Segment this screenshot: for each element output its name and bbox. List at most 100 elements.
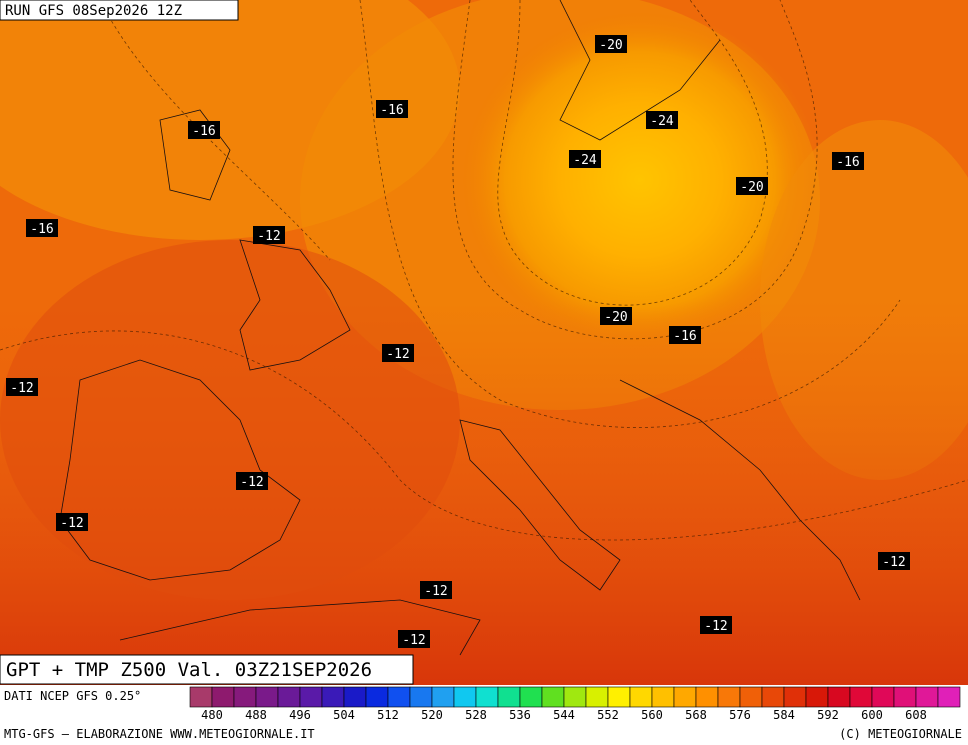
contour-label: -12 <box>257 229 280 244</box>
colorbar-label: 504 <box>333 708 355 722</box>
contour-label-box <box>382 344 414 362</box>
colorbar-label: 568 <box>685 708 707 722</box>
contour-label: -16 <box>836 155 859 170</box>
colorbar-swatch <box>343 686 367 708</box>
contour-label-box <box>56 513 88 531</box>
colorbar-label: 496 <box>289 708 311 722</box>
contour-label: -12 <box>60 516 83 531</box>
contour-label: -12 <box>10 381 33 396</box>
data-source: DATI NCEP GFS 0.25° <box>4 689 141 703</box>
contour-label-box <box>376 100 408 118</box>
contour-label: -12 <box>424 584 447 599</box>
colorbar-label: 584 <box>773 708 795 722</box>
contour-label-box <box>878 552 910 570</box>
header-box <box>0 0 239 21</box>
colorbar-swatch <box>585 686 609 708</box>
colorbar-swatch <box>189 686 213 708</box>
contour-label-box <box>26 219 58 237</box>
contour-label-box <box>832 152 864 170</box>
colorbar-label: 600 <box>861 708 883 722</box>
contour-label: -24 <box>650 114 674 129</box>
contour-label-box <box>6 378 38 396</box>
colorbar-swatch <box>299 686 323 708</box>
colorbar-label: 520 <box>421 708 443 722</box>
colorbar-swatch <box>651 686 675 708</box>
colorbar-label: 592 <box>817 708 839 722</box>
colorbar-swatch <box>937 686 961 708</box>
colorbar-swatch <box>695 686 719 708</box>
colorbar-swatch <box>849 686 873 708</box>
colorbar-label: 536 <box>509 708 531 722</box>
colorbar-swatch <box>607 686 631 708</box>
contour-label: -12 <box>882 555 905 570</box>
colorbar-label: 544 <box>553 708 575 722</box>
contour-label-box <box>253 226 285 244</box>
contour-label-box <box>736 177 768 195</box>
colorbar-swatch <box>739 686 763 708</box>
colorbar-swatch <box>893 686 917 708</box>
colorbar-swatch <box>805 686 829 708</box>
contour-label: -12 <box>240 475 263 490</box>
colorbar-swatch <box>453 686 477 708</box>
colorbar-swatch <box>519 686 543 708</box>
copyright: (C) METEOGIORNALE <box>839 727 962 741</box>
contour-label: -20 <box>740 180 763 195</box>
colorbar-swatch <box>475 686 499 708</box>
colorbar-swatch <box>629 686 653 708</box>
contour-label-box <box>569 150 601 168</box>
colorbar-label: 528 <box>465 708 487 722</box>
colorbar-label: 608 <box>905 708 927 722</box>
colorbar-label: 512 <box>377 708 399 722</box>
colorbar-swatch <box>783 686 807 708</box>
run-info: RUN GFS 08Sep2026 12Z <box>5 3 182 19</box>
contour-label: -20 <box>604 310 627 325</box>
colorbar-swatch <box>915 686 939 708</box>
colorbar-swatch <box>563 686 587 708</box>
contour-label: -12 <box>704 619 727 634</box>
contour-label: -16 <box>673 329 696 344</box>
colorbar-label: 552 <box>597 708 619 722</box>
contour-label-box <box>595 35 627 53</box>
credit: MTG-GFS — ELABORAZIONE WWW.METEOGIORNALE… <box>4 727 315 741</box>
colorbar-swatch <box>431 686 455 708</box>
colorbar-swatch <box>761 686 785 708</box>
colorbar-swatch <box>387 686 411 708</box>
contour-label-box <box>600 307 632 325</box>
colorbar-swatch <box>365 686 389 708</box>
colorbar-swatch <box>717 686 741 708</box>
contour-label-box <box>398 630 430 648</box>
contour-label: -12 <box>402 633 425 648</box>
contour-label-box <box>236 472 268 490</box>
colorbar-swatch <box>321 686 345 708</box>
colorbar-swatch <box>233 686 257 708</box>
map-title: GPT + TMP Z500 Val. 03Z21SEP2026 <box>6 659 372 681</box>
colorbar-swatch <box>541 686 565 708</box>
contour-label-box <box>646 111 678 129</box>
colorbar-swatch <box>497 686 521 708</box>
title-box <box>0 654 414 685</box>
contour-label: -20 <box>599 38 622 53</box>
colorbar-label: 480 <box>201 708 223 722</box>
contour-label-box <box>420 581 452 599</box>
contour-label: -24 <box>573 153 597 168</box>
colorbar-swatch <box>871 686 895 708</box>
colorbar-label: 576 <box>729 708 751 722</box>
field-zone <box>0 240 460 600</box>
contour-label-box <box>669 326 701 344</box>
colorbar-swatch <box>255 686 279 708</box>
colorbar-swatch <box>409 686 433 708</box>
contour-label-box <box>700 616 732 634</box>
contour-label: -16 <box>380 103 403 118</box>
colorbar-swatch <box>277 686 301 708</box>
coastlines <box>59 0 861 656</box>
colorbar-label: 488 <box>245 708 267 722</box>
contour-label: -16 <box>192 124 215 139</box>
contour-label: -12 <box>386 347 409 362</box>
colorbar-swatch <box>673 686 697 708</box>
colorbar-swatch <box>827 686 851 708</box>
contour-label-box <box>188 121 220 139</box>
colorbar-swatch <box>211 686 235 708</box>
colorbar-label: 560 <box>641 708 663 722</box>
contour-label: -16 <box>30 222 53 237</box>
